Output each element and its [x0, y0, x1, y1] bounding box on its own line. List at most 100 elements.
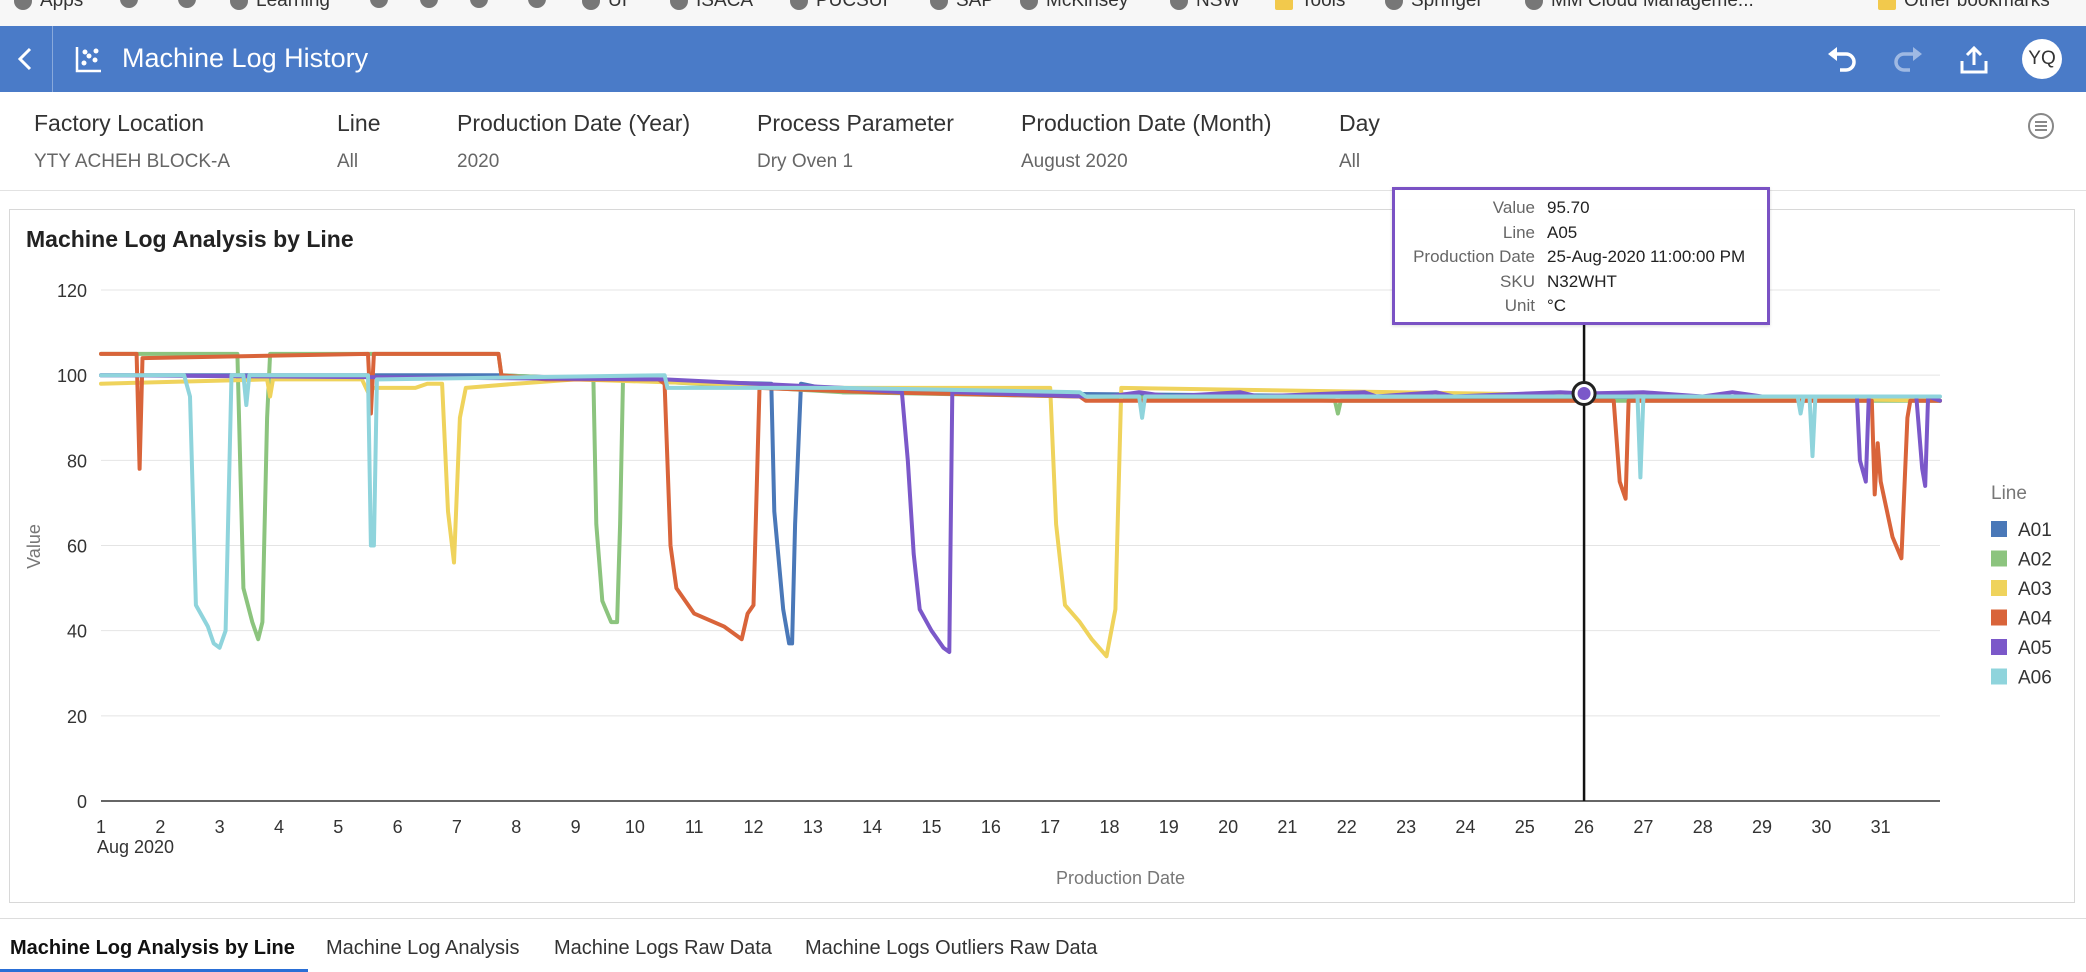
x-tick-label: 14 — [862, 817, 882, 837]
filter-line[interactable]: Line All — [337, 110, 380, 173]
data-tooltip: Value 95.70 Line A05 Production Date 25-Aug-2… — [1392, 187, 1770, 325]
page-title: Machine Log History — [122, 43, 369, 73]
x-tick-label: 10 — [625, 817, 645, 837]
tab-machine-log-analysis[interactable]: Machine Log Analysis — [326, 937, 520, 959]
tab-machine-logs-outliers-raw-data[interactable]: Machine Logs Outliers Raw Data — [805, 937, 1098, 959]
tooltip-key: Line — [1502, 222, 1535, 242]
bookmark-label: Tools — [1301, 0, 1346, 11]
bookmark-item[interactable]: Other bookmarks — [1878, 0, 2050, 12]
legend-label: A02 — [2018, 550, 2052, 571]
bookmark-item[interactable]: NSW — [1170, 0, 1240, 12]
x-tick-label: 17 — [1040, 817, 1060, 837]
x-tick-sublabel: Aug 2020 — [97, 837, 174, 857]
tooltip-row: Line A05 — [1395, 223, 1767, 247]
legend-label: A01 — [2018, 520, 2052, 541]
tab-bar: Machine Log Analysis by Line Machine Log… — [0, 918, 2086, 972]
bookmark-label: McKinsey — [1046, 0, 1129, 11]
redo-button[interactable] — [1888, 40, 1928, 80]
tooltip-value: A05 — [1547, 222, 1578, 242]
bookmark-icon — [370, 0, 388, 8]
bookmark-item[interactable] — [528, 0, 554, 8]
filter-label: Line — [337, 110, 381, 136]
bookmark-item[interactable]: Apps — [14, 0, 83, 12]
x-tick-label: 31 — [1871, 817, 1891, 837]
bookmark-icon — [930, 0, 948, 10]
tooltip-row: Production Date 25-Aug-2020 11:00:00 PM — [1395, 247, 1767, 271]
bookmark-item[interactable] — [370, 0, 396, 8]
y-tick-label: 80 — [67, 451, 87, 471]
share-icon — [1960, 45, 1988, 74]
bookmarks-bar: Apps Learning UI ISACA PUCSUI SAP McKinsey NSW T… — [0, 0, 2086, 26]
filter-process-parameter[interactable]: Process Parameter Dry Oven 1 — [757, 110, 954, 173]
filter-day[interactable]: Day All — [1339, 110, 1380, 173]
share-button[interactable] — [1954, 40, 1994, 80]
chevron-left-icon — [17, 47, 32, 71]
filter-factory-location[interactable]: Factory Location YTY ACHEH BLOCK-A — [34, 110, 230, 173]
y-axis-ticks: 0 20 40 60 80 100 120 — [57, 281, 87, 812]
filter-panel-icon[interactable] — [2027, 112, 2055, 140]
legend-label: A06 — [2018, 668, 2052, 689]
legend-swatch — [1991, 580, 2007, 596]
bookmark-item[interactable]: McKinsey — [1020, 0, 1128, 12]
filter-production-month[interactable]: Production Date (Month) August 2020 — [1021, 110, 1272, 173]
bookmark-item[interactable]: Springer — [1385, 0, 1483, 12]
x-tick-label: 20 — [1218, 817, 1238, 837]
bookmark-icon — [1020, 0, 1038, 10]
x-tick-label: 11 — [685, 817, 704, 837]
x-tick-label: 4 — [274, 817, 284, 837]
bookmark-item[interactable]: Tools — [1275, 0, 1345, 12]
grid-lines — [101, 289, 1940, 802]
legend-label: A05 — [2018, 638, 2052, 659]
x-tick-label: 23 — [1396, 817, 1416, 837]
bookmark-icon — [470, 0, 488, 8]
x-tick-label: 28 — [1693, 817, 1713, 837]
legend-label: A04 — [2018, 609, 2052, 630]
tooltip-value: N32WHT — [1547, 271, 1617, 291]
bookmark-item[interactable]: ISACA — [670, 0, 753, 12]
y-tick-label: 100 — [57, 366, 87, 386]
filter-production-year[interactable]: Production Date (Year) 2020 — [457, 110, 690, 173]
x-tick-label: 8 — [511, 817, 521, 837]
bookmark-item[interactable] — [420, 0, 446, 8]
x-tick-label: 12 — [744, 817, 764, 837]
bookmark-item[interactable]: SAP — [930, 0, 994, 12]
tooltip-row: Value 95.70 — [1395, 198, 1767, 222]
folder-icon — [1878, 0, 1896, 10]
x-tick-label: 3 — [215, 817, 225, 837]
bookmark-item[interactable] — [120, 0, 146, 8]
x-tick-label: 9 — [571, 817, 581, 837]
redo-icon — [1894, 47, 1922, 72]
back-button[interactable] — [0, 26, 53, 92]
tab-machine-logs-raw-data[interactable]: Machine Logs Raw Data — [554, 937, 772, 959]
bookmark-icon — [1385, 0, 1403, 10]
undo-button[interactable] — [1822, 40, 1862, 80]
app-header: Machine Log History YQ — [0, 26, 2086, 92]
bookmark-label: UI — [608, 0, 627, 11]
x-tick-label: 7 — [452, 817, 462, 837]
tooltip-row: SKU N32WHT — [1395, 272, 1767, 296]
bookmark-item[interactable]: UI — [582, 0, 627, 12]
x-tick-label: 13 — [803, 817, 823, 837]
y-tick-label: 0 — [77, 792, 87, 812]
bookmark-item[interactable] — [470, 0, 496, 8]
hover-marker — [1577, 386, 1591, 400]
legend-swatch — [1991, 521, 2007, 537]
user-avatar[interactable]: YQ — [2022, 39, 2062, 79]
series-lines — [99, 351, 1942, 659]
bookmark-item[interactable]: MM Cloud Manageme... — [1525, 0, 1754, 12]
bookmark-icon — [790, 0, 808, 10]
bookmark-item[interactable]: PUCSUI — [790, 0, 888, 12]
tab-machine-log-analysis-by-line[interactable]: Machine Log Analysis by Line — [10, 937, 295, 959]
legend-swatch — [1991, 550, 2007, 567]
y-tick-label: 20 — [67, 707, 87, 727]
bookmark-label: PUCSUI — [816, 0, 888, 11]
series-line-a06 — [99, 373, 1942, 650]
bookmark-icon — [582, 0, 600, 10]
bookmark-icon — [120, 0, 138, 8]
bookmark-item[interactable] — [178, 0, 204, 8]
bookmark-item[interactable]: Learning — [230, 0, 330, 12]
filter-label: Day — [1339, 110, 1380, 136]
tooltip-key: Production Date — [1413, 247, 1535, 266]
legend-swatch — [1991, 639, 2007, 655]
